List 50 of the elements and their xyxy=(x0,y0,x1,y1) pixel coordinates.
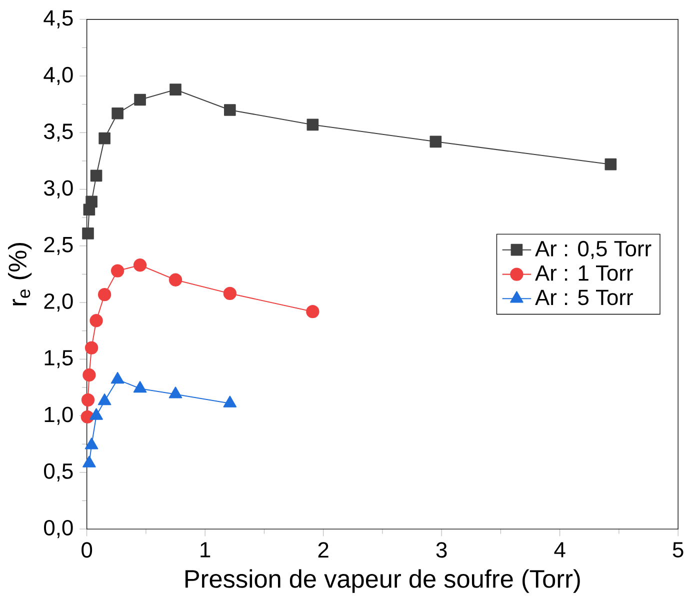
x-tick-label: 2 xyxy=(318,542,328,558)
point xyxy=(224,104,236,116)
point xyxy=(98,288,112,302)
y-tick-label: 3,5 xyxy=(44,124,73,142)
y-tick-label: 3,0 xyxy=(44,180,73,198)
point xyxy=(82,228,94,240)
y-tick-label: 1,0 xyxy=(44,406,73,425)
point xyxy=(84,341,98,354)
point xyxy=(306,118,319,131)
point xyxy=(223,286,236,300)
point xyxy=(98,394,112,406)
x-tick-label: 3 xyxy=(436,542,447,558)
point xyxy=(223,396,237,408)
point xyxy=(90,408,103,420)
x-tick-label: 5 xyxy=(672,542,684,558)
x-tick-label: 1 xyxy=(200,542,210,558)
point xyxy=(110,372,124,384)
point xyxy=(133,258,147,272)
point xyxy=(110,264,124,278)
x-axis-title: Pression de vapeur de soufre (Torr) xyxy=(186,569,580,593)
point xyxy=(90,314,103,328)
point xyxy=(133,381,147,393)
legend-label: Ar : 5 Torr xyxy=(535,290,633,306)
y-tick-label: 0,5 xyxy=(44,463,73,482)
legend-label: Ar : 0,5 Torr xyxy=(535,240,652,260)
legend-label: Ar : 1 Torr xyxy=(535,266,633,281)
point xyxy=(112,108,124,120)
point xyxy=(84,438,98,450)
y-axis-title: r$_{e}$ (%) xyxy=(8,243,32,306)
y-tick-label: 2,5 xyxy=(44,236,73,255)
point xyxy=(430,136,442,148)
point xyxy=(134,94,146,106)
point xyxy=(82,368,96,382)
y-tick-label: 4,5 xyxy=(44,10,73,28)
point xyxy=(170,84,182,96)
point xyxy=(82,456,96,468)
point xyxy=(604,158,617,170)
point xyxy=(86,196,98,208)
point xyxy=(98,132,110,144)
x-tick-label: 0 xyxy=(82,542,92,558)
y-tick-label: 4,0 xyxy=(44,66,73,86)
y-tick-label: 1,5 xyxy=(44,350,73,368)
y-tick-label: 2,0 xyxy=(44,293,73,312)
point xyxy=(90,170,102,182)
point xyxy=(81,393,95,407)
point xyxy=(168,386,182,398)
x-tick-label: 4 xyxy=(554,542,566,558)
point xyxy=(306,305,320,318)
y-tick-label: 0,0 xyxy=(44,520,73,538)
point xyxy=(168,273,182,286)
